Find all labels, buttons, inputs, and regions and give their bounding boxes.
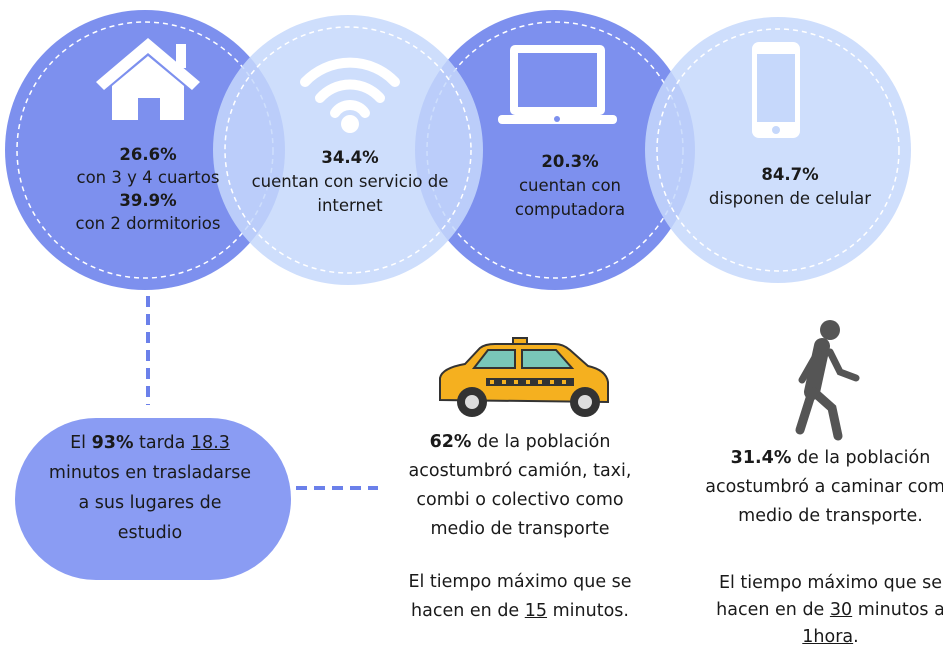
stat-value: 20.3% <box>505 150 635 174</box>
taxi-time: El tiempo máximo que se hacen en de 15 m… <box>395 568 645 626</box>
stat-text: con 2 dormitorios <box>48 212 248 235</box>
highlight: 18.3 <box>191 433 230 453</box>
highlight: 15 <box>525 601 547 621</box>
text: . <box>853 627 859 647</box>
stat-text: con 3 y 4 cuartos <box>48 166 248 189</box>
stat-text: disponen de celular <box>680 187 900 211</box>
taxi-icon <box>440 338 608 417</box>
text: minutos en trasladarse a sus lugares de … <box>49 463 251 543</box>
circle-text: 84.7% disponen de celular <box>680 163 900 211</box>
text: minutos. <box>547 601 629 621</box>
laptop-icon <box>498 45 617 124</box>
text: tarda <box>133 433 190 453</box>
stat-value: 39.9% <box>48 189 248 212</box>
stat-value: 34.4% <box>250 146 450 170</box>
highlight: 30 <box>830 600 852 620</box>
highlight: 93% <box>92 433 134 453</box>
infographic: 26.6% con 3 y 4 cuartos 39.9% con 2 dorm… <box>0 0 943 650</box>
graphics <box>0 0 943 650</box>
walk-text: 31.4% de la población acostumbró a camin… <box>703 444 943 531</box>
highlight: 31.4% <box>731 448 792 468</box>
stat-text: cuentan con computadora <box>505 174 635 222</box>
stat-value: 26.6% <box>48 143 248 166</box>
stat-value: 84.7% <box>680 163 900 187</box>
highlight: 62% <box>430 432 472 452</box>
circle-text: 20.3% cuentan con computadora <box>505 150 635 222</box>
circle-text: 34.4% cuentan con servicio de internet <box>250 146 450 218</box>
taxi-text: 62% de la población acostumbró camión, t… <box>395 428 645 544</box>
study-text: El 93% tarda 18.3 minutos en trasladarse… <box>45 428 255 548</box>
highlight: 1hora <box>802 627 853 647</box>
phone-icon <box>752 42 800 138</box>
text: El <box>70 433 91 453</box>
stat-text: cuentan con servicio de internet <box>250 170 450 218</box>
walk-time: El tiempo máximo que se hacen en de 30 m… <box>703 570 943 650</box>
text: minutos a <box>852 600 943 620</box>
circle-text: 26.6% con 3 y 4 cuartos 39.9% con 2 dorm… <box>48 143 248 235</box>
walker-icon <box>800 320 856 436</box>
